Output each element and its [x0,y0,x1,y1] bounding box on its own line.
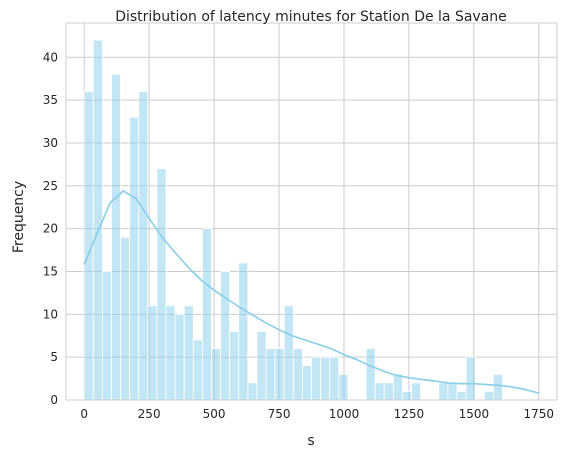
y-tick-label: 35 [43,93,58,107]
histogram-bar [302,365,312,401]
x-axis-label: s [307,433,314,449]
x-tick-label: 1750 [524,407,555,421]
histogram-bar [201,228,212,401]
histogram-bar [229,331,240,401]
x-tick-label: 1500 [459,407,490,421]
histogram-bar [311,356,321,401]
y-tick-label: 20 [43,222,58,236]
x-tick-label: 1250 [394,407,425,421]
y-axis-label: Frequency [11,181,27,253]
plot-frame [65,22,558,401]
y-tick-label: 0 [50,393,58,407]
histogram-bar [465,356,476,401]
histogram-bar [402,391,412,401]
histogram-bar [492,373,503,401]
histogram-bar [329,356,340,401]
histogram-bar [111,74,121,401]
y-tick-label: 30 [43,136,58,150]
chart-title: Distribution of latency minutes for Stat… [115,9,507,25]
histogram-bar [129,116,140,401]
x-tick-label: 500 [203,407,226,421]
histogram-bar [383,382,394,401]
y-tick-label: 10 [43,307,58,321]
kde-curve [83,189,540,394]
y-tick-label: 25 [43,179,58,193]
histogram-bar [211,348,221,401]
histogram-bar [120,236,131,401]
histogram-bar [292,348,303,401]
histogram-bar [238,262,249,401]
y-tick-label: 40 [43,50,58,64]
histogram-bar [338,373,349,401]
histogram-bar [92,39,103,401]
histogram-bar [447,382,458,401]
histogram-bar [183,305,194,401]
histogram-bar [220,271,231,401]
x-tick-label: 0 [80,407,88,421]
histogram-bar [138,91,149,401]
x-tick-label: 1000 [329,407,360,421]
histogram-bar [392,373,403,401]
y-tick-label: 15 [43,264,58,278]
histogram-bar [174,313,185,401]
histogram-bar [411,382,422,401]
histogram-bar [192,339,203,401]
histogram-bar [156,168,167,401]
histogram-bar [147,305,158,401]
histogram-bar [256,331,267,401]
histogram-bar [320,356,331,401]
histogram-bar [247,382,258,401]
histogram-bars [83,39,503,401]
histogram-bar [274,348,285,401]
histogram-bar [101,271,112,401]
x-tick-label: 250 [138,407,161,421]
histogram-bar [456,391,467,401]
y-tick-label: 5 [50,350,58,364]
axes: 0 250 500 750 1000 1250 1500 1750 0 5 10 15 20 25 30 35… [43,22,558,421]
histogram-bar [165,305,176,401]
histogram-bar [483,391,494,401]
histogram-bar [283,305,294,401]
histogram-bar [265,348,276,401]
histogram-bar [365,348,376,401]
x-tick-label: 750 [268,407,291,421]
histogram-bar [438,382,449,401]
histogram-bar [374,382,385,401]
